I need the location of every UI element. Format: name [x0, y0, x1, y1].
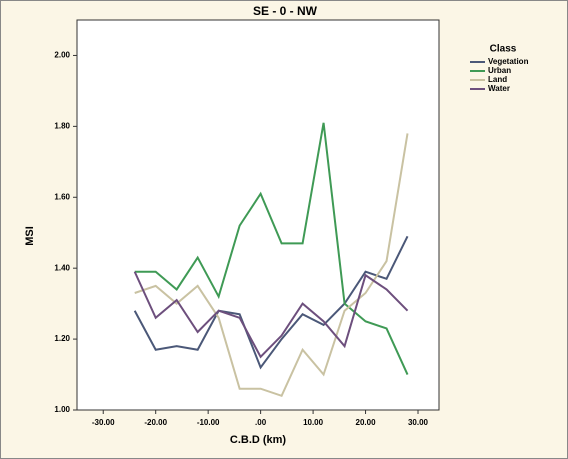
legend-label: Water: [488, 84, 510, 93]
y-tick-label: 1.00: [54, 405, 70, 414]
series-line: [134, 133, 409, 398]
y-tick-label: 1.40: [54, 263, 70, 272]
x-tick-label: 10.00: [303, 418, 324, 427]
x-tick-label: 20.00: [356, 418, 377, 427]
x-tick-label: .00: [255, 418, 267, 427]
legend-label: Vegetation: [488, 57, 529, 66]
legend-title: Class: [490, 44, 517, 55]
x-tick-label: -30.00: [92, 418, 115, 427]
x-axis-label: C.B.D (km): [230, 434, 287, 446]
series-line: [133, 235, 409, 370]
x-tick-label: -20.00: [144, 418, 167, 427]
plot-area: [76, 19, 440, 411]
x-tick-label: 30.00: [408, 418, 429, 427]
y-tick-label: 2.00: [54, 51, 70, 60]
y-axis-label: MSI: [24, 226, 36, 246]
legend-label: Urban: [488, 66, 511, 75]
x-tick-label: -10.00: [197, 418, 220, 427]
legend-label: Land: [488, 75, 507, 84]
y-tick-label: 1.20: [54, 334, 70, 343]
series-line: [134, 122, 409, 375]
y-tick-label: 1.60: [54, 192, 70, 201]
y-tick-label: 1.80: [54, 121, 70, 130]
series-line: [133, 271, 409, 359]
chart-title: SE - 0 - NW: [253, 4, 318, 18]
